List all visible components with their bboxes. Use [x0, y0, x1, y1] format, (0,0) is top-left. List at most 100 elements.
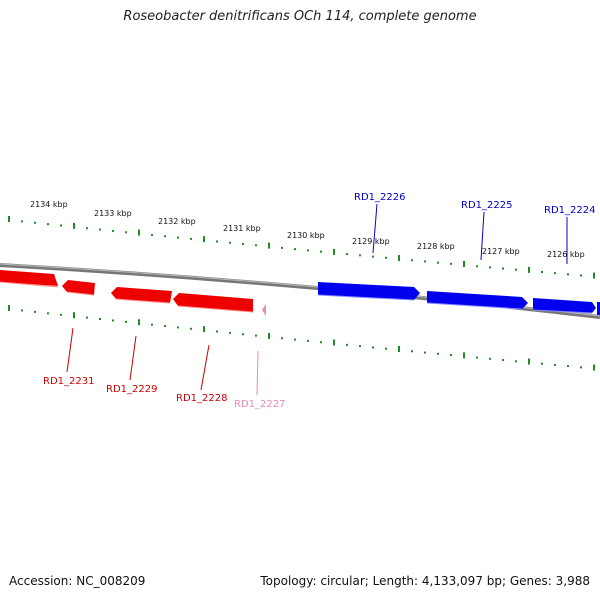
scale-tick-minor — [515, 360, 517, 363]
scale-tick-major — [138, 319, 140, 326]
scale-tick-minor — [489, 266, 491, 269]
scale-tick-major — [463, 261, 465, 268]
scale-tick-major — [138, 229, 140, 236]
scale-tick-minor — [190, 237, 192, 240]
scale-label: 2128 kbp — [417, 242, 455, 251]
scale-tick-minor — [307, 249, 309, 252]
scale-tick-minor — [190, 327, 192, 330]
scale-tick-minor — [489, 357, 491, 360]
scale-tick-minor — [242, 333, 244, 336]
gene-label[interactable]: RD1_2231 — [43, 376, 94, 387]
gene-arrow-RD1_2227[interactable] — [262, 304, 266, 316]
scale-tick-minor — [255, 244, 257, 247]
scale-tick-minor — [450, 262, 452, 265]
gene-arrow-RD1_2228[interactable] — [173, 293, 253, 312]
gene-label[interactable]: RD1_2225 — [461, 200, 512, 211]
scale-tick-minor — [86, 227, 88, 230]
scale-tick-minor — [307, 339, 309, 342]
scale-tick-major — [268, 242, 270, 249]
scale-tick-minor — [450, 354, 452, 357]
scale-tick-minor — [47, 223, 49, 226]
scale-tick-minor — [567, 273, 569, 276]
scale-tick-minor — [177, 326, 179, 329]
scale-tick-minor — [424, 351, 426, 354]
gene-arrow-partial[interactable] — [597, 302, 600, 315]
inner-scale-ticks — [8, 305, 595, 371]
scale-tick-minor — [242, 243, 244, 246]
scale-tick-minor — [86, 316, 88, 319]
scale-tick-minor — [60, 224, 62, 227]
scale-tick-minor — [515, 268, 517, 271]
scale-tick-minor — [177, 236, 179, 239]
scale-tick-minor — [294, 338, 296, 341]
scale-tick-major — [593, 364, 595, 371]
scale-tick-minor — [21, 309, 23, 312]
gene-arrow-RD1_2226[interactable] — [318, 282, 420, 300]
scale-tick-major — [593, 272, 595, 279]
scale-tick-minor — [359, 254, 361, 257]
scale-tick-minor — [216, 240, 218, 243]
scale-tick-minor — [320, 341, 322, 344]
scale-tick-minor — [216, 330, 218, 333]
scale-tick-major — [203, 236, 205, 243]
scale-tick-minor — [372, 346, 374, 349]
scale-tick-major — [463, 352, 465, 359]
scale-tick-minor — [99, 228, 101, 231]
scale-tick-minor — [437, 352, 439, 355]
scale-tick-minor — [229, 331, 231, 334]
scale-tick-minor — [60, 313, 62, 316]
scale-tick-major — [528, 358, 530, 365]
scale-tick-minor — [580, 366, 582, 369]
forward-genes — [317, 282, 600, 315]
scale-tick-major — [8, 216, 10, 222]
scale-tick-major — [203, 326, 205, 333]
topology-text: Topology: circular; Length: 4,133,097 bp… — [260, 574, 590, 588]
scale-tick-minor — [437, 261, 439, 264]
scale-tick-minor — [151, 323, 153, 326]
scale-tick-minor — [112, 229, 114, 232]
scale-tick-major — [398, 346, 400, 353]
scale-tick-minor — [502, 267, 504, 270]
scale-tick-minor — [424, 260, 426, 263]
gene-arrow-RD1_2232[interactable] — [0, 270, 58, 286]
gene-arrow-RD1_2229[interactable] — [111, 287, 172, 303]
scale-tick-minor — [346, 343, 348, 346]
scale-tick-minor — [580, 274, 582, 277]
scale-tick-minor — [34, 221, 36, 224]
gene-arrow-RD1_2231[interactable] — [62, 280, 95, 295]
scale-tick-minor — [125, 320, 127, 323]
scale-label: 2130 kbp — [287, 231, 325, 240]
gene-label[interactable]: RD1_2227 — [234, 399, 285, 410]
scale-label: 2132 kbp — [158, 217, 196, 226]
scale-tick-minor — [281, 246, 283, 249]
scale-label: 2133 kbp — [94, 209, 132, 218]
scale-label: 2127 kbp — [482, 247, 520, 256]
scale-tick-minor — [34, 310, 36, 313]
scale-tick-major — [268, 332, 270, 339]
scale-label: 2134 kbp — [30, 200, 68, 209]
scale-label: 2129 kbp — [352, 237, 390, 246]
gene-label[interactable]: RD1_2228 — [176, 393, 227, 404]
scale-tick-major — [528, 266, 530, 273]
scale-labels: 2134 kbp 2133 kbp 2132 kbp 2131 kbp 2130… — [30, 200, 585, 259]
label-connectors — [66, 203, 568, 396]
scale-tick-minor — [541, 271, 543, 274]
scale-tick-minor — [47, 312, 49, 315]
scale-tick-major — [73, 222, 75, 229]
scale-tick-major — [398, 255, 400, 262]
scale-tick-major — [333, 248, 335, 255]
gene-arrow-RD1_2224[interactable] — [533, 298, 596, 313]
scale-tick-minor — [99, 318, 101, 321]
scale-tick-major — [8, 305, 10, 311]
scale-tick-minor — [346, 253, 348, 256]
reverse-genes — [0, 270, 254, 313]
gene-label[interactable]: RD1_2226 — [354, 192, 405, 203]
scale-tick-minor — [372, 255, 374, 258]
scale-tick-minor — [502, 359, 504, 362]
scale-tick-minor — [281, 337, 283, 340]
gene-label[interactable]: RD1_2224 — [544, 205, 595, 216]
scale-tick-minor — [255, 334, 257, 337]
scale-label: 2131 kbp — [223, 224, 261, 233]
gene-label[interactable]: RD1_2229 — [106, 384, 157, 395]
